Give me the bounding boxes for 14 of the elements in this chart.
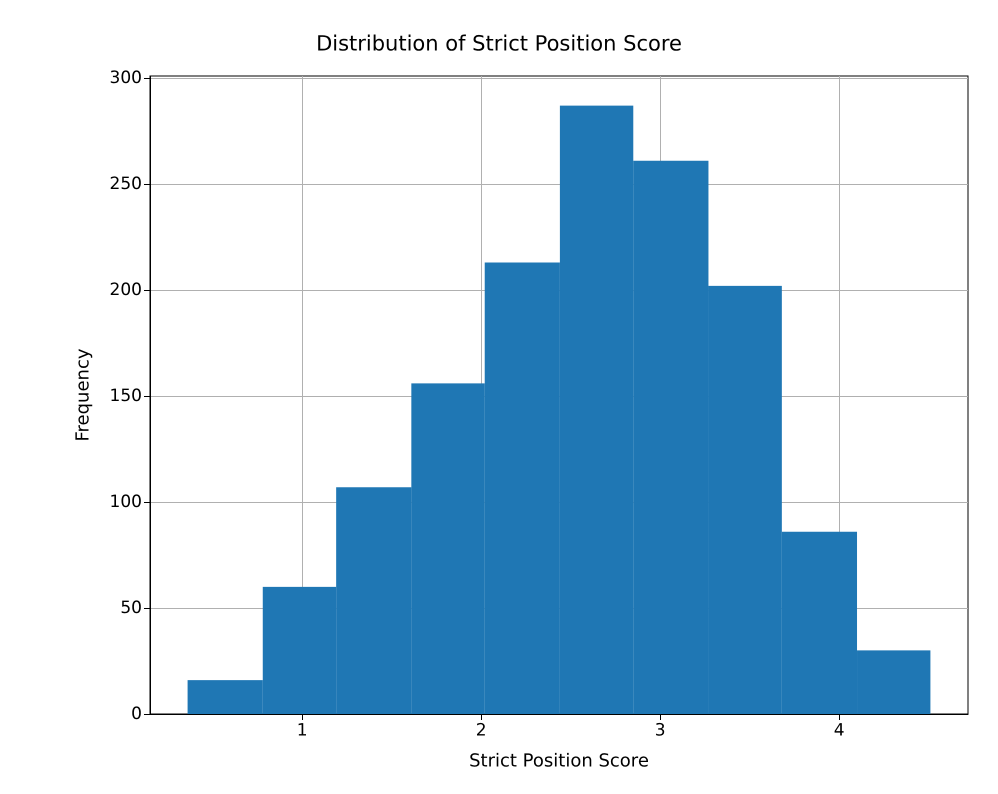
x-tick-label: 3: [654, 720, 666, 740]
y-tick-label: 300: [110, 68, 142, 88]
x-tick-label: 4: [834, 720, 845, 740]
y-tick-label: 0: [131, 704, 142, 724]
y-tick-label: 200: [110, 280, 142, 300]
y-tick-label: 250: [110, 174, 142, 194]
chart-title: Distribution of Strict Position Score: [316, 32, 682, 56]
y-axis-title: Frequency: [72, 348, 94, 442]
y-tick-label: 150: [110, 386, 142, 406]
x-tick-label: 1: [296, 720, 308, 740]
x-axis-title: Strict Position Score: [469, 750, 649, 772]
y-tick-label: 100: [110, 492, 142, 512]
y-tick-label: 50: [120, 598, 142, 618]
x-tick-label: 2: [476, 720, 487, 740]
